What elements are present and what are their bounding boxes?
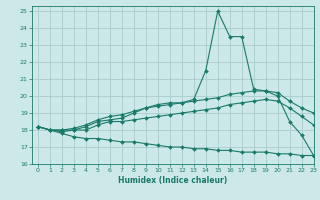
X-axis label: Humidex (Indice chaleur): Humidex (Indice chaleur) — [118, 176, 228, 185]
